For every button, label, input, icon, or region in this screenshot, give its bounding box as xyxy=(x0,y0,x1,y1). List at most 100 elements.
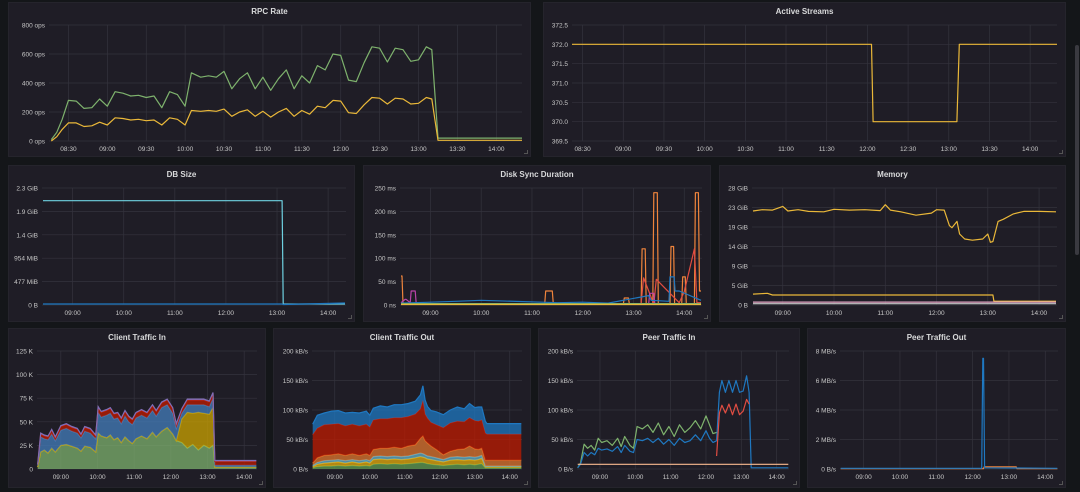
chart-disk-sync-duration: 0 ns 50 ms 100 ms 150 ms 200 ms 250 ms 09:00 10… xyxy=(375,186,702,317)
panel-peer-traffic-out[interactable]: Peer Traffic Out 0 B/s 2 MB/s 4 MB/s 6 MB/s… xyxy=(807,328,1066,488)
page-scrollbar[interactable] xyxy=(1075,45,1079,255)
resize-handle[interactable] xyxy=(348,315,352,319)
x-tick-label: 09:30 xyxy=(138,146,155,153)
x-tick-label: 13:30 xyxy=(981,146,998,153)
x-tick-label: 13:00 xyxy=(733,474,750,481)
area-client-out-yellow xyxy=(312,456,522,468)
line-client-in-violet xyxy=(37,392,257,465)
resize-handle[interactable] xyxy=(524,150,528,154)
y-tick-label: 477 MiB xyxy=(14,279,38,286)
x-tick-label: 12:00 xyxy=(575,310,592,317)
chart-peer-traffic-in: 0 B/s 50 kB/s 100 kB/s 150 kB/s 200 kB/s 09:0… xyxy=(548,349,789,481)
x-tick-label: 12:30 xyxy=(900,146,917,153)
x-tick-label: 10:00 xyxy=(177,146,194,153)
panel-title: Disk Sync Duration xyxy=(500,170,574,179)
resize-handle[interactable] xyxy=(793,481,797,485)
y-tick-label: 25 K xyxy=(20,443,34,450)
area-client-out-blue xyxy=(312,385,522,435)
y-tick-label: 0 B/s xyxy=(558,467,574,474)
y-tick-label: 0 xyxy=(29,467,33,474)
line-db-a xyxy=(43,200,345,305)
line-series-a xyxy=(50,46,522,140)
x-tick-label: 10:00 xyxy=(627,474,644,481)
x-tick-label: 13:00 xyxy=(199,474,216,481)
line-mem-b xyxy=(752,292,1056,302)
x-tick-label: 14:00 xyxy=(236,474,253,481)
x-tick-label: 14:00 xyxy=(1031,310,1048,317)
y-tick-label: 50 kB/s xyxy=(286,437,308,444)
y-tick-label: 100 kB/s xyxy=(283,408,309,415)
y-tick-label: 0 B/s xyxy=(293,467,309,474)
resize-handle[interactable] xyxy=(1059,315,1063,319)
y-tick-label: 50 kB/s xyxy=(551,437,573,444)
x-tick-label: 11:00 xyxy=(524,310,540,317)
x-tick-label: 10:00 xyxy=(89,474,106,481)
panel-client-traffic-in[interactable]: Client Traffic In 0 25 K 50 K 75 K 100 K 125 … xyxy=(8,328,266,488)
resize-handle[interactable] xyxy=(1059,150,1063,154)
x-tick-label: 12:00 xyxy=(928,310,945,317)
line-client-out-blue xyxy=(312,385,522,425)
line-peer-in-pink xyxy=(716,398,750,457)
x-tick-label: 10:00 xyxy=(473,310,490,317)
y-tick-label: 50 K xyxy=(20,419,34,426)
y-tick-label: 0 ns xyxy=(384,303,397,310)
x-tick-label: 12:00 xyxy=(218,310,235,317)
panel-active-streams[interactable]: Active Streams 369.5 370.0 370.5 371.0 371.5… xyxy=(543,2,1066,157)
panel-rpc-rate[interactable]: RPC Rate 0 ops 200 ops 400 ops 600 ops 800 o… xyxy=(8,2,531,157)
x-tick-label: 09:00 xyxy=(422,310,439,317)
y-tick-label: 200 kB/s xyxy=(283,349,309,356)
resize-handle[interactable] xyxy=(259,481,263,485)
y-tick-label: 1.9 GiB xyxy=(16,209,38,216)
resize-handle[interactable] xyxy=(704,315,708,319)
line-peer-out-blue xyxy=(840,357,1058,469)
x-tick-label: 10:30 xyxy=(216,146,233,153)
y-tick-label: 372.5 xyxy=(552,23,569,30)
resize-handle[interactable] xyxy=(1059,481,1063,485)
x-tick-label: 09:30 xyxy=(656,146,673,153)
chart-rpc-rate: 0 ops 200 ops 400 ops 600 ops 800 ops 08:30 09… xyxy=(22,23,522,153)
y-tick-label: 4 MB/s xyxy=(816,408,837,415)
x-tick-label: 09:00 xyxy=(855,474,872,481)
x-tick-label: 13:00 xyxy=(941,146,958,153)
line-peer-in-green xyxy=(577,415,717,469)
y-tick-label: 125 K xyxy=(16,349,34,356)
x-tick-label: 13:00 xyxy=(980,310,997,317)
line-series-b xyxy=(50,96,522,142)
x-tick-label: 13:00 xyxy=(410,146,427,153)
panel-db-size[interactable]: DB Size 0 B 477 MiB 954 MiB 1.4 GiB 1.9 GiB 2… xyxy=(8,165,355,322)
y-tick-label: 9 GiB xyxy=(732,264,748,271)
y-tick-label: 2 MB/s xyxy=(816,437,837,444)
y-tick-label: 200 ops xyxy=(22,110,46,117)
x-tick-label: 14:00 xyxy=(676,310,693,317)
y-tick-label: 369.5 xyxy=(552,139,569,146)
y-tick-label: 28 GiB xyxy=(728,186,748,193)
x-tick-label: 14:00 xyxy=(502,474,519,481)
y-tick-label: 600 ops xyxy=(22,52,46,59)
y-tick-label: 370.0 xyxy=(552,119,569,126)
y-tick-label: 370.5 xyxy=(552,100,569,107)
resize-handle[interactable] xyxy=(524,481,528,485)
panel-title: Active Streams xyxy=(775,7,834,16)
x-tick-label: 09:00 xyxy=(615,146,632,153)
panel-disk-sync-duration[interactable]: Disk Sync Duration 0 ns 50 ms 100 ms 150 ms… xyxy=(363,165,711,322)
chart-db-size: 0 B 477 MiB 954 MiB 1.4 GiB 1.9 GiB 2.3 GiB 09… xyxy=(14,186,346,317)
area-client-out-red xyxy=(312,400,522,464)
y-tick-label: 150 kB/s xyxy=(283,378,309,385)
y-tick-label: 75 K xyxy=(20,396,34,403)
panel-peer-traffic-in[interactable]: Peer Traffic In 0 B/s 50 kB/s 100 kB/s 150 … xyxy=(538,328,800,488)
panel-client-traffic-out[interactable]: Client Traffic Out 0 B/s 50 kB/s 100 kB/s 1… xyxy=(273,328,531,488)
y-tick-label: 371.0 xyxy=(552,81,569,88)
y-tick-label: 1.4 GiB xyxy=(16,232,38,239)
x-tick-label: 09:00 xyxy=(775,310,792,317)
y-tick-label: 0 ops xyxy=(29,139,46,146)
x-tick-label: 13:00 xyxy=(269,310,286,317)
line-sync-d xyxy=(400,276,702,304)
x-tick-label: 12:00 xyxy=(163,474,180,481)
panel-memory[interactable]: Memory 0 B 5 GiB 9 GiB 14 GiB 19 GiB 23 GiB 28… xyxy=(719,165,1066,322)
x-tick-label: 08:30 xyxy=(60,146,77,153)
y-tick-label: 372.0 xyxy=(552,42,569,49)
x-tick-label: 11:00 xyxy=(877,310,893,317)
x-tick-label: 14:00 xyxy=(488,146,505,153)
x-tick-label: 12:00 xyxy=(964,474,981,481)
x-tick-label: 11:00 xyxy=(778,146,794,153)
